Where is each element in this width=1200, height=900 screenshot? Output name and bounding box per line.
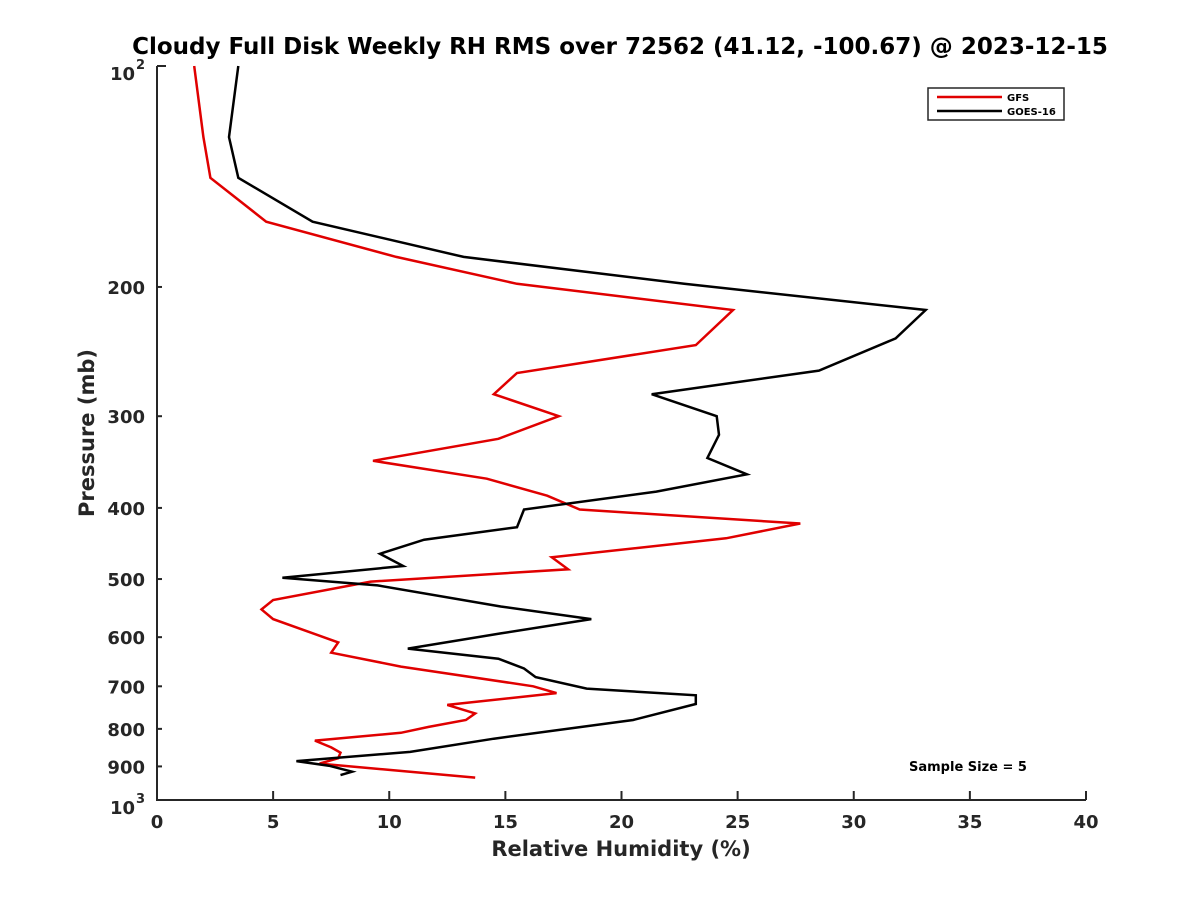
legend: GFS GOES-16: [927, 87, 1065, 121]
x-tick-label: 40: [1073, 812, 1098, 833]
x-tick-label: 30: [841, 812, 866, 833]
y-tick-label: 600: [107, 628, 145, 649]
y-tick-label: 700: [107, 677, 145, 698]
y-tick-label: 10: [110, 798, 135, 819]
x-tick-label: 35: [957, 812, 982, 833]
series-line-gfs: [192, 65, 801, 779]
y-tick-exponent: 2: [136, 58, 145, 73]
legend-label-goes-16: GOES-16: [1007, 107, 1056, 118]
y-tick-label: 10: [110, 64, 135, 85]
x-tick-label: 10: [377, 812, 402, 833]
x-axis-label: Relative Humidity (%): [491, 837, 750, 861]
x-tick-label: 20: [609, 812, 634, 833]
series-layer: [192, 65, 929, 779]
plot-background: [157, 66, 1086, 800]
x-tick-label: 0: [151, 812, 164, 833]
y-tick-exponent: 3: [136, 792, 145, 807]
x-tick-label: 5: [267, 812, 280, 833]
y-tick-label: 300: [107, 407, 145, 428]
sample-size-annotation: Sample Size = 5: [909, 760, 1027, 775]
y-tick-label: 200: [107, 278, 145, 299]
x-tick-label: 25: [725, 812, 750, 833]
legend-box: [927, 87, 1065, 121]
y-tick-label: 500: [107, 570, 145, 591]
y-axis-label: Pressure (mb): [75, 349, 99, 517]
legend-label-gfs: GFS: [1007, 93, 1029, 104]
series-line-goes-16: [227, 65, 929, 777]
x-tick-label: 15: [493, 812, 518, 833]
y-tick-label: 900: [107, 757, 145, 778]
plot-area: [157, 66, 1086, 800]
chart-title: Cloudy Full Disk Weekly RH RMS over 7256…: [132, 34, 1108, 60]
y-tick-label: 400: [107, 499, 145, 520]
y-tick-label: 800: [107, 720, 145, 741]
